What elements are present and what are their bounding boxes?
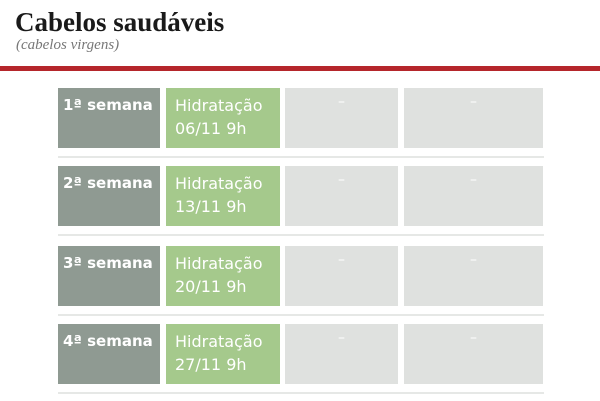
activity-cell: Hidratação 06/11 9h: [166, 88, 280, 148]
activity-cell: Hidratação 13/11 9h: [166, 166, 280, 226]
activity: Hidratação: [175, 96, 263, 115]
week-cell: 3ª semana: [58, 246, 160, 306]
activity: Hidratação: [175, 174, 263, 193]
divider: [0, 66, 600, 71]
activity-cell: Hidratação 20/11 9h: [166, 246, 280, 306]
row-separator: [58, 234, 544, 236]
subtitle: (cabelos virgens): [16, 37, 120, 53]
empty-cell: –: [285, 88, 398, 148]
empty-cell: –: [285, 246, 398, 306]
date: 06/11 9h: [175, 119, 247, 138]
activity-cell: Hidratação 27/11 9h: [166, 324, 280, 384]
empty-cell: –: [404, 88, 543, 148]
date: 20/11 9h: [175, 277, 247, 296]
empty-cell: –: [404, 166, 543, 226]
title: Cabelos saudáveis: [15, 7, 225, 37]
date: 13/11 9h: [175, 197, 247, 216]
row-separator: [58, 392, 544, 394]
empty-cell: –: [285, 166, 398, 226]
row-separator: [58, 314, 544, 316]
week-cell: 1ª semana: [58, 88, 160, 148]
empty-cell: –: [285, 324, 398, 384]
row-separator: [58, 156, 544, 158]
week-cell: 4ª semana: [58, 324, 160, 384]
empty-cell: –: [404, 246, 543, 306]
empty-cell: –: [404, 324, 543, 384]
date: 27/11 9h: [175, 355, 247, 374]
week-cell: 2ª semana: [58, 166, 160, 226]
activity: Hidratação: [175, 254, 263, 273]
activity: Hidratação: [175, 332, 263, 351]
